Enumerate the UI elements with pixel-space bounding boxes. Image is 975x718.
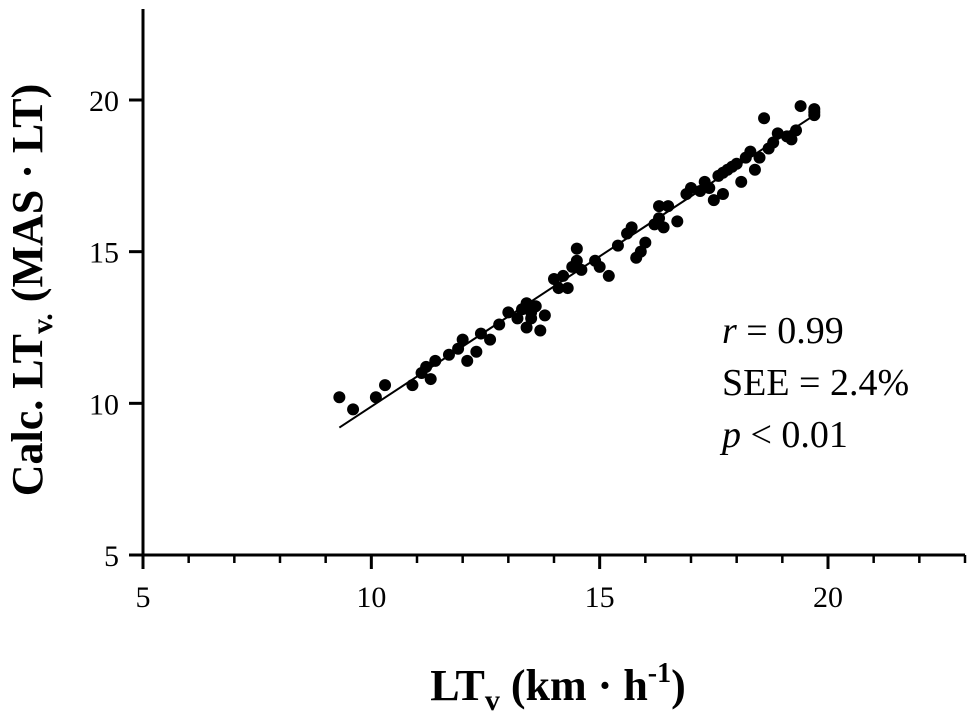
data-point [570, 242, 583, 255]
data-point [456, 333, 469, 346]
data-point [653, 200, 666, 213]
data-point [429, 354, 442, 367]
r-annotation: r = 0.99 [722, 310, 844, 352]
data-point [735, 175, 748, 188]
data-point [703, 181, 716, 194]
data-point [424, 373, 437, 386]
data-points [333, 100, 821, 416]
data-point [379, 379, 392, 392]
data-point [716, 188, 729, 201]
data-point [525, 312, 538, 325]
x-tick-label: 10 [356, 581, 386, 614]
data-point [333, 391, 346, 404]
data-point [470, 345, 483, 358]
regression-line [338, 114, 815, 429]
data-point [657, 221, 670, 234]
data-point [347, 403, 360, 416]
data-point [570, 254, 583, 267]
see-annotation: SEE = 2.4% [722, 362, 909, 404]
y-tick-label: 15 [89, 237, 119, 270]
x-tick-label: 5 [136, 581, 151, 614]
data-point [534, 324, 547, 337]
data-point [406, 379, 419, 392]
y-tick-label: 10 [89, 388, 119, 421]
data-point [730, 157, 743, 170]
x-tick-label: 20 [813, 581, 843, 614]
data-point [511, 312, 524, 325]
data-point [369, 391, 382, 404]
y-axis-ticks: 5 10 15 20 [89, 85, 143, 573]
y-tick-label: 20 [89, 85, 119, 118]
data-point [671, 215, 684, 228]
data-point [639, 236, 652, 249]
data-point [520, 321, 533, 334]
data-point [420, 360, 433, 373]
data-point [790, 124, 803, 137]
x-tick-label: 15 [585, 581, 615, 614]
data-point [685, 181, 697, 194]
data-point [785, 133, 798, 146]
data-point [484, 333, 497, 346]
data-point [794, 100, 807, 113]
y-axis-title: Calc. LTv. (MAS · LT) [3, 84, 59, 496]
data-point [561, 282, 574, 295]
data-point [602, 269, 615, 282]
p-annotation: p < 0.01 [719, 414, 848, 456]
data-point [758, 112, 771, 125]
data-point [707, 194, 720, 207]
data-point [625, 221, 638, 234]
x-axis-title: LTv (km · h-1) [430, 658, 686, 717]
data-point [593, 260, 606, 273]
data-point [529, 300, 542, 313]
data-point [548, 272, 560, 285]
data-point [748, 163, 761, 176]
data-point [753, 151, 766, 164]
data-point [538, 309, 551, 322]
data-point [634, 245, 647, 258]
data-point [461, 354, 474, 367]
x-axis-ticks: 5 10 15 20 [136, 555, 967, 614]
y-tick-label: 5 [104, 540, 119, 573]
